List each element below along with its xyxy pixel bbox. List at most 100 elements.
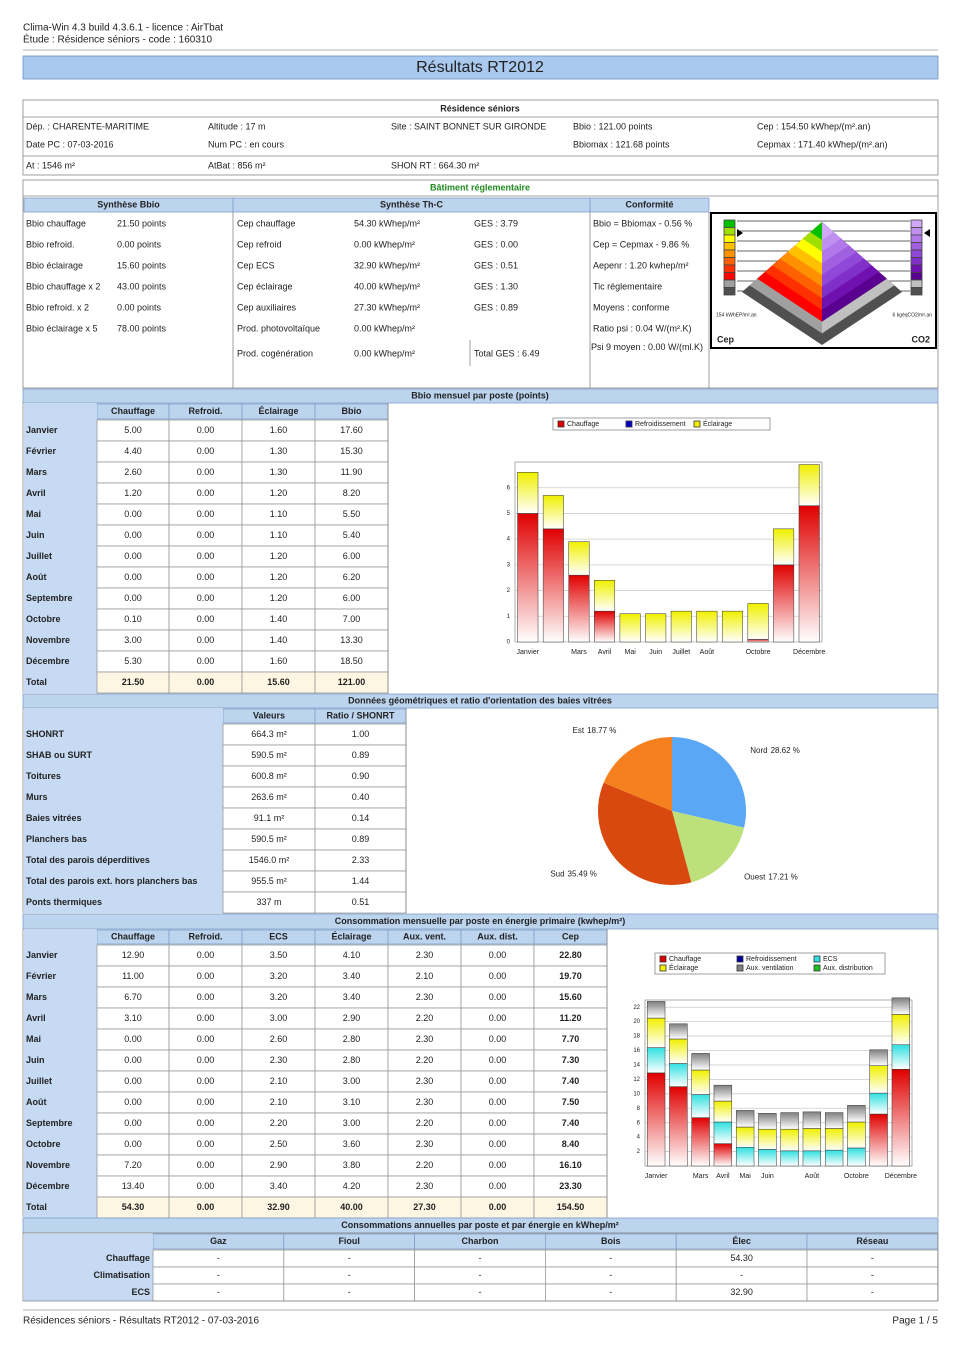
y-tick-label: 6 — [637, 1120, 641, 1126]
cell-value: 0.00 — [197, 1160, 215, 1170]
title-bar — [22, 55, 939, 80]
cell-value: 3.00 — [270, 1013, 288, 1023]
cell-value: 7.70 — [562, 1034, 580, 1044]
cell-value: 17.60 — [340, 425, 363, 435]
bar-segment — [735, 1126, 755, 1148]
cell-value: 2.10 — [416, 971, 434, 981]
cell-value: 590.5 m² — [251, 834, 287, 844]
bar-segment — [802, 1111, 822, 1129]
column-header-label: Cep — [562, 931, 580, 941]
column-header-label: Éclairage — [258, 406, 298, 416]
section-title: Consommation mensuelle par poste en éner… — [335, 916, 626, 926]
info-cell: At : 1546 m² — [26, 160, 75, 170]
y-tick-label: 12 — [633, 1077, 640, 1083]
bar-segment — [758, 1128, 777, 1150]
text: GES : 0.89 — [474, 302, 518, 312]
cell-value: 2.60 — [124, 467, 142, 477]
cell-value: 27.30 — [413, 1202, 436, 1212]
bar-segment — [891, 1044, 911, 1070]
cell-value: 2.30 — [416, 1097, 434, 1107]
bar-segment — [798, 464, 820, 506]
section-bar — [22, 388, 939, 404]
text: Cep = Cepmax - 9.86 % — [593, 239, 689, 249]
legend-swatch — [659, 964, 667, 972]
row-label: Octobre — [26, 1139, 61, 1149]
y-tick-label: 16 — [633, 1048, 640, 1054]
row-label: Ponts thermiques — [26, 897, 102, 907]
cell-value: 3.50 — [270, 950, 288, 960]
column-header-label: Élec — [732, 1236, 751, 1246]
text: 0.00 kWhep/m² — [354, 239, 415, 249]
scale-cell — [910, 219, 923, 228]
bar-segment — [691, 1069, 710, 1095]
scale-cell — [910, 242, 923, 251]
x-tick-label: Janvier — [645, 1173, 668, 1180]
cell-value: 2.60 — [270, 1034, 288, 1044]
cell-value: 5.00 — [124, 425, 142, 435]
row-label: Mai — [26, 509, 41, 519]
cell-value: 0.00 — [197, 1202, 215, 1212]
row-label: Toitures — [26, 771, 61, 781]
bar-segment — [696, 610, 718, 643]
bar-segment — [669, 1023, 688, 1040]
row-label: ECS — [131, 1287, 150, 1297]
cell-value: 3.80 — [343, 1160, 361, 1170]
row-label: Avril — [26, 1013, 46, 1023]
cell-value: 0.89 — [352, 750, 370, 760]
text: 78.00 points — [117, 323, 167, 333]
scale-cell — [910, 257, 923, 266]
sub-header-label: Synthèse Th-C — [380, 199, 444, 209]
scale-arrow — [924, 229, 930, 237]
cell-value: 3.00 — [343, 1118, 361, 1128]
bar-segment — [802, 1150, 822, 1167]
text: Bbio éclairage — [26, 260, 83, 270]
cell-value: 18.50 — [340, 656, 363, 666]
bar-segment — [735, 1146, 755, 1167]
info-cell: AtBat : 856 m² — [208, 160, 266, 170]
footer-right: Page 1 / 5 — [892, 1316, 938, 1327]
cell-value: 0.00 — [124, 572, 142, 582]
cell-value: 263.6 m² — [251, 792, 287, 802]
scale-cell — [910, 227, 923, 236]
cell-value: 0.00 — [489, 1055, 507, 1065]
bar-segment — [891, 997, 911, 1015]
y-tick-label: 8 — [637, 1106, 641, 1112]
x-tick-label: Mars — [693, 1173, 709, 1180]
cell-value: 0.00 — [489, 1013, 507, 1023]
cell-value: 0.00 — [197, 1118, 215, 1128]
cell-value: 21.50 — [122, 677, 145, 687]
cell-value: 1.60 — [270, 656, 288, 666]
cell-value: 1.20 — [270, 572, 288, 582]
text: Moyens : conforme — [593, 302, 670, 312]
x-tick-label: Juin — [761, 1173, 774, 1180]
cell-value: 2.80 — [343, 1034, 361, 1044]
legend-label: Refroidissement — [746, 956, 797, 963]
bar-segment — [542, 528, 564, 643]
legend-label: Chauffage — [567, 421, 599, 428]
cell-value: 2.30 — [416, 1139, 434, 1149]
bar-segment — [798, 505, 820, 643]
cell-value: - — [871, 1253, 874, 1263]
cell-value: 6.00 — [343, 551, 361, 561]
bar-segment — [780, 1128, 799, 1152]
column-header-label: Réseau — [856, 1236, 888, 1246]
cell-value: 0.00 — [197, 677, 215, 687]
cell-value: 13.40 — [122, 1181, 145, 1191]
row-label: Chauffage — [106, 1253, 150, 1263]
scale-cell — [910, 279, 923, 288]
text: Cep éclairage — [237, 281, 293, 291]
cell-value: 3.60 — [343, 1139, 361, 1149]
sub-header-label: Synthèse Bbio — [97, 199, 160, 209]
cell-value: 0.00 — [124, 593, 142, 603]
label-column — [24, 930, 97, 1218]
cell-value: 7.00 — [343, 614, 361, 624]
cell-value: 2.10 — [270, 1076, 288, 1086]
cell-value: - — [609, 1270, 612, 1280]
software-line: Clima-Win 4.3 build 4.3.6.1 - licence : … — [23, 23, 223, 34]
cell-value: 15.30 — [340, 446, 363, 456]
pie-label-value: 35.49 % — [568, 870, 597, 879]
batiment-box — [22, 179, 939, 389]
info-cell: Altitude : 17 m — [208, 121, 266, 131]
cell-value: - — [217, 1253, 220, 1263]
text: 0.00 kWhep/m² — [354, 348, 415, 358]
